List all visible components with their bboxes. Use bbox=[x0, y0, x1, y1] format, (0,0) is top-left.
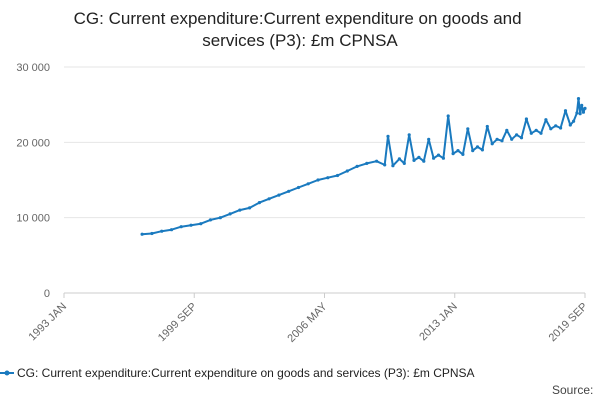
data-point[interactable] bbox=[549, 127, 553, 131]
data-point[interactable] bbox=[208, 218, 213, 222]
data-point[interactable] bbox=[480, 148, 484, 152]
data-point[interactable] bbox=[529, 131, 533, 135]
data-point[interactable] bbox=[169, 228, 174, 232]
data-point[interactable] bbox=[451, 152, 455, 156]
legend-swatch-marker bbox=[4, 370, 10, 376]
data-point[interactable] bbox=[267, 197, 271, 201]
x-tick-label: 2019 SEP bbox=[547, 301, 591, 345]
data-point[interactable] bbox=[578, 112, 582, 116]
data-point[interactable] bbox=[199, 222, 203, 226]
data-point[interactable] bbox=[580, 103, 584, 107]
data-point[interactable] bbox=[500, 139, 504, 143]
chart-title-line-2: services (P3): £m CPNSA bbox=[202, 31, 398, 50]
data-point[interactable] bbox=[179, 225, 183, 229]
x-tick-label: 2013 JAN bbox=[417, 301, 460, 344]
data-point[interactable] bbox=[446, 114, 450, 118]
series-line[interactable] bbox=[142, 97, 586, 236]
data-point[interactable] bbox=[510, 137, 514, 141]
data-point[interactable] bbox=[505, 128, 509, 132]
data-point[interactable] bbox=[436, 153, 441, 157]
x-tick-label: 1993 JAN bbox=[26, 301, 69, 344]
data-point[interactable] bbox=[583, 106, 587, 110]
data-point[interactable] bbox=[391, 164, 395, 168]
data-point[interactable] bbox=[218, 216, 222, 220]
data-point[interactable] bbox=[150, 231, 154, 236]
data-point[interactable] bbox=[441, 156, 445, 160]
data-point[interactable] bbox=[572, 119, 576, 123]
gridlines bbox=[64, 66, 585, 219]
data-point[interactable] bbox=[160, 229, 164, 233]
data-point[interactable] bbox=[534, 128, 538, 132]
data-point[interactable] bbox=[335, 173, 340, 178]
x-tick-label: 2006 MAY bbox=[285, 300, 330, 345]
data-point[interactable] bbox=[490, 142, 494, 146]
data-point[interactable] bbox=[365, 161, 369, 165]
data-point[interactable] bbox=[248, 206, 252, 210]
data-point[interactable] bbox=[189, 223, 193, 227]
data-point[interactable] bbox=[575, 111, 579, 115]
data-point[interactable] bbox=[432, 156, 436, 160]
data-point[interactable] bbox=[375, 159, 379, 163]
y-tick-label: 20 000 bbox=[16, 137, 50, 149]
y-tick-label: 30 000 bbox=[16, 62, 50, 74]
data-point[interactable] bbox=[456, 149, 460, 153]
chart-title: CG: Current expenditure:Current expendit… bbox=[74, 9, 527, 50]
y-tick-label: 10 000 bbox=[16, 213, 50, 225]
data-point[interactable] bbox=[257, 201, 261, 205]
data-point[interactable] bbox=[417, 155, 421, 159]
data-point[interactable] bbox=[544, 118, 548, 122]
data-point[interactable] bbox=[345, 169, 349, 173]
data-point[interactable] bbox=[427, 137, 431, 141]
data-point[interactable] bbox=[287, 189, 291, 193]
data-point[interactable] bbox=[576, 97, 581, 101]
data-point[interactable] bbox=[296, 185, 301, 190]
data-point[interactable] bbox=[461, 152, 465, 156]
data-point[interactable] bbox=[495, 137, 499, 141]
data-point[interactable] bbox=[563, 109, 568, 113]
data-point[interactable] bbox=[559, 126, 563, 130]
data-point[interactable] bbox=[383, 163, 387, 167]
legend-label: CG: Current expenditure:Current expendit… bbox=[17, 366, 475, 380]
data-point[interactable] bbox=[316, 178, 320, 182]
y-tick-label: 0 bbox=[44, 288, 50, 300]
data-point[interactable] bbox=[519, 136, 524, 140]
data-point[interactable] bbox=[238, 208, 242, 212]
data-point[interactable] bbox=[407, 133, 411, 137]
chart-title-line-1: CG: Current expenditure:Current expendit… bbox=[74, 9, 522, 28]
data-point[interactable] bbox=[326, 176, 330, 180]
data-point[interactable] bbox=[475, 145, 480, 149]
data-point[interactable] bbox=[355, 164, 359, 168]
data-point[interactable] bbox=[524, 117, 529, 121]
data-point[interactable] bbox=[402, 161, 406, 165]
data-point[interactable] bbox=[386, 134, 390, 138]
x-axis-ticks: 1993 JAN 1999 SEP 2006 MAY 2013 JAN 2019 SEP bbox=[26, 293, 590, 345]
x-tick-label: 1999 SEP bbox=[156, 301, 200, 345]
data-point[interactable] bbox=[466, 127, 470, 131]
series-group bbox=[140, 97, 587, 236]
data-point[interactable] bbox=[485, 124, 489, 129]
data-point[interactable] bbox=[397, 157, 401, 161]
data-point[interactable] bbox=[568, 123, 572, 127]
data-point[interactable] bbox=[140, 232, 144, 236]
legend[interactable]: CG: Current expenditure:Current expendit… bbox=[0, 366, 475, 380]
source-label: Source: bbox=[552, 383, 593, 397]
data-point[interactable] bbox=[422, 159, 426, 163]
data-point[interactable] bbox=[228, 212, 232, 216]
data-point[interactable] bbox=[412, 158, 416, 162]
y-axis-ticks: 0 10 000 20 000 30 000 bbox=[16, 62, 50, 300]
data-point[interactable] bbox=[515, 133, 519, 137]
data-point[interactable] bbox=[539, 131, 543, 135]
data-point[interactable] bbox=[581, 110, 586, 114]
data-point[interactable] bbox=[554, 124, 558, 128]
data-point[interactable] bbox=[306, 182, 310, 186]
data-point[interactable] bbox=[471, 149, 475, 153]
data-point[interactable] bbox=[277, 193, 281, 197]
